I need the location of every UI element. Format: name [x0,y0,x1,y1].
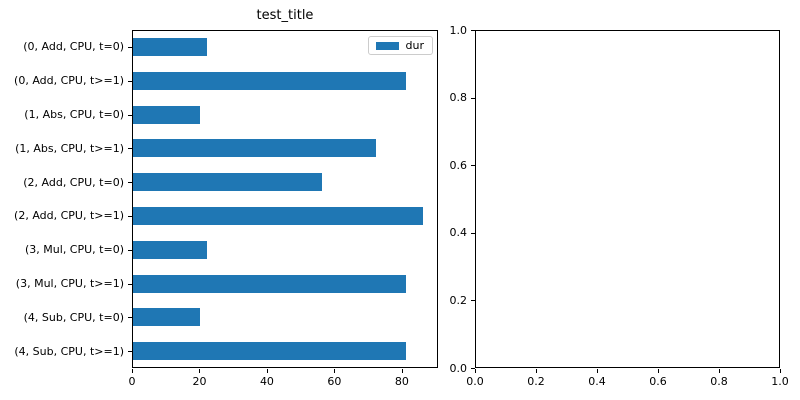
bar [133,139,376,158]
y-category-tick [128,182,132,184]
right-axes [475,30,780,368]
y-category-tick [128,215,132,217]
bar [133,173,322,192]
x-tick-label: 80 [394,375,409,388]
x-tick-label: 40 [259,375,274,388]
y-axis-tick [471,97,475,99]
bar [133,71,406,90]
y-category-tick [128,114,132,116]
y-category-tick [128,80,132,82]
y-category-tick [128,317,132,319]
category-label: (1, Abs, CPU, t>=1) [15,141,124,155]
x-axis-tick [199,369,201,373]
x-tick-label: 0 [128,375,136,388]
bar [133,37,207,56]
y-tick-label: 1.0 [449,23,468,37]
x-tick-label: 20 [192,375,207,388]
x-tick-label: 0.4 [588,375,606,388]
bar [133,105,200,124]
y-tick-label: 0.6 [449,158,468,172]
x-axis-tick [536,369,537,373]
x-tick-label: 60 [327,375,342,388]
y-axis-tick [471,232,475,234]
category-label: (0, Add, CPU, t=0) [23,40,124,54]
y-category-tick [128,283,132,285]
x-tick-label: 0.2 [527,375,545,388]
category-label: (0, Add, CPU, t>=1) [14,74,124,88]
y-axis-tick [471,165,475,167]
bar [133,308,200,327]
left-axes: dur [132,30,438,368]
category-label: (3, Mul, CPU, t>=1) [15,277,124,290]
y-axis-tick [471,368,475,369]
x-axis-tick [132,369,133,373]
category-label: (1, Abs, CPU, t=0) [24,108,124,121]
x-axis-tick [780,369,781,373]
y-axis-tick [471,30,475,31]
y-tick-label: 0.0 [449,361,468,375]
y-tick-label: 0.8 [449,91,468,105]
y-axis-tick [471,300,475,302]
x-axis-tick [719,369,720,373]
legend-color-patch [375,41,399,50]
x-tick-label: 0.6 [649,375,667,388]
x-axis-tick [475,369,476,373]
category-label: (2, Add, CPU, t>=1) [14,209,124,223]
y-category-tick [128,46,132,48]
bar [133,240,207,259]
category-label: (3, Mul, CPU, t=0) [25,243,124,257]
x-axis-tick [597,369,598,373]
x-tick-label: 0.0 [466,375,484,388]
category-label: (4, Sub, CPU, t=0) [23,310,124,324]
legend: dur [367,36,433,55]
x-tick-label: 1.0 [771,375,789,388]
bar [133,342,406,361]
bar [133,274,406,293]
left-chart-title: test_title [256,8,314,23]
bar [133,206,423,225]
category-label: (4, Sub, CPU, t>=1) [14,344,124,358]
x-axis-tick [334,369,336,373]
y-category-tick [128,351,132,353]
x-axis-tick [266,369,268,373]
legend-label: dur [405,39,424,52]
y-category-tick [128,249,132,251]
x-tick-label: 0.8 [710,375,728,388]
category-label: (2, Add, CPU, t=0) [23,175,124,189]
x-axis-tick [658,369,659,373]
x-axis-tick [401,369,403,373]
y-category-tick [128,148,132,150]
y-tick-label: 0.2 [449,293,468,307]
y-tick-label: 0.4 [449,226,468,240]
